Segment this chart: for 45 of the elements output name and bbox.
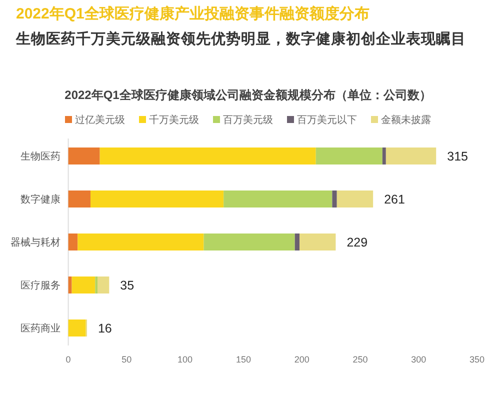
bar	[100, 148, 316, 164]
bar	[300, 234, 336, 250]
bar	[68, 320, 86, 336]
chart-title: 2022年Q1全球医疗健康产业投融资事件融资额度分布	[16, 4, 370, 22]
bar	[336, 190, 374, 208]
x-tick-label: 0	[66, 354, 71, 364]
x-tick-label: 200	[294, 354, 310, 364]
bar	[90, 190, 224, 208]
bar	[294, 234, 300, 250]
bar	[332, 190, 337, 208]
text: 2022年Q1全球医疗健康领域公司融资金额规模分布（单位：公司数）	[64, 88, 432, 102]
y-tick-label: 医疗服务	[20, 280, 60, 292]
x-tick-label: 250	[352, 354, 368, 364]
x-tick-label: 350	[469, 354, 485, 364]
total-label: 16	[98, 322, 112, 336]
total-label: 261	[384, 192, 405, 206]
bar	[316, 148, 382, 164]
x-tick-label: 100	[178, 354, 193, 364]
y-tick-label: 生物医药	[20, 150, 60, 162]
legend-label: 金额未披露	[381, 114, 431, 126]
bar	[68, 234, 78, 250]
x-tick-label: 50	[122, 354, 132, 364]
bar	[224, 190, 332, 208]
bar	[78, 234, 204, 250]
legend-label: 百万美元以下	[297, 114, 357, 126]
y-tick-label: 器械与耗材	[10, 236, 60, 248]
bar	[386, 148, 436, 164]
bar	[72, 276, 96, 294]
legend-label: 百万美元级	[223, 114, 273, 126]
total-label: 35	[120, 278, 134, 292]
bar	[97, 276, 110, 294]
bar	[68, 148, 100, 164]
y-tick-label: 数字健康	[20, 194, 60, 206]
bar	[204, 234, 295, 250]
total-label: 229	[346, 236, 368, 250]
x-tick-label: 150	[236, 354, 251, 364]
chart-subtitle: 生物医药千万美元级融资领先优势明显，数字健康初创企业表现瞩目	[15, 30, 466, 48]
total-label: 315	[447, 150, 468, 164]
legend-label: 千万美元级	[149, 114, 199, 126]
bar	[68, 190, 90, 208]
bar	[68, 276, 72, 294]
bar	[382, 148, 386, 164]
legend-label: 过亿美元级	[75, 114, 125, 126]
x-tick-label: 300	[411, 354, 426, 364]
y-tick-label: 医药商业	[20, 322, 60, 334]
